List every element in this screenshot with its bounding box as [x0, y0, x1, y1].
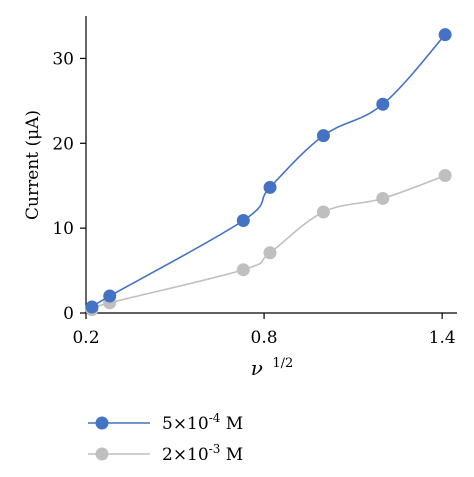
- ticks: 0 10 20 30 0.2 0.8 1.4: [52, 49, 455, 348]
- series-1-line: [90, 174, 446, 311]
- axes: [85, 16, 457, 314]
- series-0-point: [263, 180, 277, 194]
- series-1-point: [236, 263, 250, 277]
- y-tick-label: 0: [63, 304, 74, 324]
- series-0: [85, 28, 452, 314]
- series-1-point: [376, 191, 390, 205]
- legend-label-series-0-exp: -4: [209, 411, 221, 425]
- series-0-point: [103, 289, 117, 303]
- x-tick-label: 1.4: [429, 328, 456, 348]
- y-tick-label: 20: [52, 134, 74, 154]
- legend: 5×10-4 M 2×10-3 M: [88, 411, 243, 465]
- legend-label-series-0-base: 5×10: [162, 414, 209, 434]
- series-0-point: [236, 214, 250, 228]
- y-axis-title: Current (μA): [23, 110, 43, 220]
- legend-label-series-0-unit: M: [220, 414, 243, 434]
- legend-label-series-1-exp: -3: [209, 442, 221, 456]
- series-layer: [85, 28, 452, 317]
- legend-item-series-1: 2×10-3 M: [88, 442, 243, 465]
- y-tick-label: 10: [52, 219, 74, 239]
- y-tick-label: 30: [52, 49, 74, 69]
- legend-label-series-1-unit: M: [220, 445, 243, 465]
- x-tick-label: 0.8: [251, 328, 278, 348]
- series-1-point: [263, 246, 277, 260]
- series-0-point: [85, 300, 99, 314]
- series-0-point: [438, 28, 452, 42]
- series-0-point: [316, 129, 330, 143]
- x-axis-title: ν 1/2: [251, 356, 294, 380]
- series-1-point: [316, 205, 330, 219]
- legend-label-series-1: 2×10-3 M: [162, 442, 243, 465]
- legend-marker-series-0: [95, 416, 109, 430]
- legend-label-series-0: 5×10-4 M: [162, 411, 243, 434]
- series-0-point: [376, 97, 390, 111]
- legend-marker-series-1: [95, 447, 109, 461]
- series-0-line: [90, 34, 446, 308]
- x-axis-title-sup: 1/2: [272, 356, 293, 371]
- x-axis-title-main: ν: [251, 356, 263, 380]
- x-tick-label: 0.2: [72, 328, 99, 348]
- series-1-point: [438, 169, 452, 183]
- legend-item-series-0: 5×10-4 M: [88, 411, 243, 434]
- legend-label-series-1-base: 2×10: [162, 445, 209, 465]
